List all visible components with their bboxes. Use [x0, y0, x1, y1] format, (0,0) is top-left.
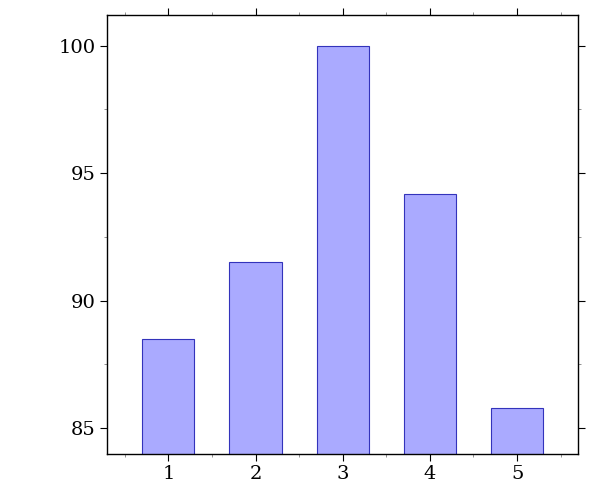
Bar — [229, 263, 282, 504]
Bar — [316, 46, 369, 504]
Bar — [403, 194, 456, 504]
Bar — [142, 339, 194, 504]
Bar — [491, 408, 543, 504]
